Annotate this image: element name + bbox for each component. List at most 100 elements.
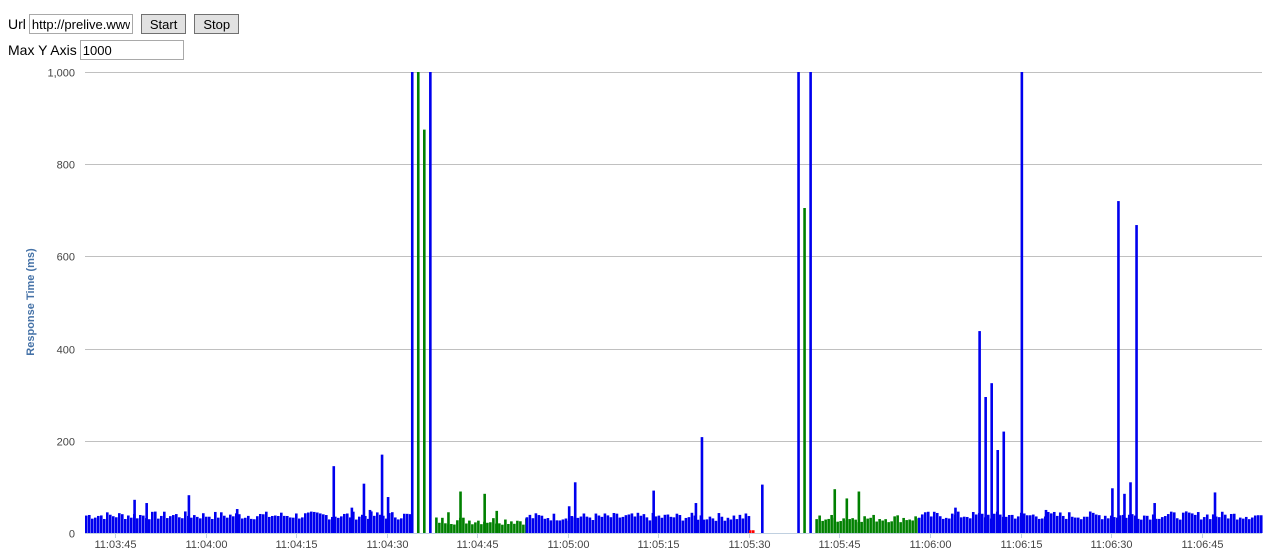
bar-blue <box>738 514 742 533</box>
bar-blue <box>717 513 721 533</box>
bar-blue <box>364 515 367 533</box>
bar-blue <box>1076 517 1080 533</box>
bar-green <box>507 523 510 533</box>
bar-blue <box>1241 518 1245 533</box>
bar-blue <box>1148 519 1152 533</box>
bar-green <box>866 518 869 533</box>
bar-blue <box>193 515 196 533</box>
bar-green <box>878 519 881 533</box>
bar-blue <box>1142 515 1146 533</box>
bar-blue <box>1016 516 1020 533</box>
x-tick-label: 11:05:45 <box>818 539 860 551</box>
bar-blue <box>376 512 379 533</box>
bar-blue <box>1061 515 1065 533</box>
bar-blue <box>543 518 547 533</box>
bar-blue <box>319 513 322 533</box>
bar-blue <box>283 515 286 533</box>
x-tick-label: 11:04:45 <box>456 539 498 551</box>
bar-blue <box>615 513 619 533</box>
bar-blue <box>1178 519 1182 533</box>
bar-green <box>860 521 863 533</box>
bar-green <box>887 522 890 533</box>
bar-blue <box>181 518 184 533</box>
spike-bar-blue <box>694 503 698 533</box>
bar-blue <box>268 516 271 533</box>
y-tick-label: 400 <box>57 345 75 357</box>
bar-blue <box>1124 517 1128 533</box>
bar-blue <box>627 514 631 533</box>
spike-bar-blue <box>1123 493 1126 533</box>
spike-bar-blue <box>410 72 414 533</box>
bar-green <box>830 514 833 533</box>
spike-bar-green <box>459 491 462 533</box>
bar-blue <box>1022 513 1026 533</box>
max-y-axis-input[interactable] <box>79 40 184 60</box>
bar-green <box>480 524 483 533</box>
bar-blue <box>1175 518 1179 533</box>
bar-blue <box>579 516 583 533</box>
spike-bar-blue <box>1002 431 1006 533</box>
url-input[interactable] <box>28 14 133 34</box>
bar-blue <box>289 517 292 533</box>
spike-bar-blue <box>1135 225 1138 534</box>
bar-blue <box>1160 517 1164 533</box>
bar-blue <box>340 516 343 533</box>
bar-blue <box>1211 514 1215 533</box>
bar-blue <box>923 512 927 533</box>
bar-blue <box>723 520 727 533</box>
bar-blue <box>232 516 235 533</box>
bar-blue <box>400 518 403 533</box>
spike-bar-green <box>495 510 499 533</box>
bar-blue <box>540 515 544 533</box>
bar-blue <box>1232 513 1236 533</box>
bar-red <box>748 530 752 533</box>
bar-blue <box>926 511 930 533</box>
bar-blue <box>729 519 733 533</box>
bar-red <box>751 530 755 533</box>
spike-bar-blue <box>761 484 764 533</box>
bar-blue <box>1082 516 1086 533</box>
bar-blue <box>1136 518 1140 533</box>
bar-blue <box>115 517 118 533</box>
bar-blue <box>253 519 256 533</box>
y-tick-label: 1,000 <box>47 68 75 80</box>
bar-blue <box>594 513 598 533</box>
bar-blue <box>681 520 685 533</box>
bar-blue <box>265 511 268 533</box>
bar-blue <box>974 514 978 533</box>
stop-button[interactable]: Stop <box>194 14 240 34</box>
spike-bar-blue <box>332 466 336 533</box>
bar-green <box>836 521 839 533</box>
bar-blue <box>962 516 966 533</box>
bar-blue <box>1073 517 1077 533</box>
bar-blue <box>1067 512 1071 533</box>
bar-blue <box>1031 514 1035 533</box>
bar-blue <box>669 516 673 533</box>
bar-blue <box>109 514 112 533</box>
bar-blue <box>1163 516 1167 533</box>
bar-blue <box>612 512 616 533</box>
bar-blue <box>648 520 652 533</box>
bar-green <box>911 520 914 533</box>
bar-blue <box>1250 517 1254 533</box>
bar-blue <box>576 517 580 533</box>
bar-blue <box>313 511 316 533</box>
bar-blue <box>274 515 277 533</box>
bar-blue <box>633 516 637 533</box>
bar-blue <box>139 514 142 533</box>
x-tick-label: 11:04:30 <box>366 539 408 551</box>
bar-blue <box>588 517 592 533</box>
x-tick-label: 11:04:15 <box>275 539 317 551</box>
bar-blue <box>220 512 223 533</box>
bar-green <box>854 519 857 533</box>
bar-blue <box>223 515 226 533</box>
bar-blue <box>1070 516 1074 533</box>
start-button[interactable]: Start <box>140 14 187 34</box>
bar-blue <box>528 514 532 533</box>
bar-blue <box>1181 512 1185 533</box>
bar-green <box>456 520 459 533</box>
bar-blue <box>175 514 178 533</box>
bar-blue <box>603 513 607 533</box>
bar-blue <box>1226 518 1230 533</box>
spike-bar-green <box>803 208 806 533</box>
